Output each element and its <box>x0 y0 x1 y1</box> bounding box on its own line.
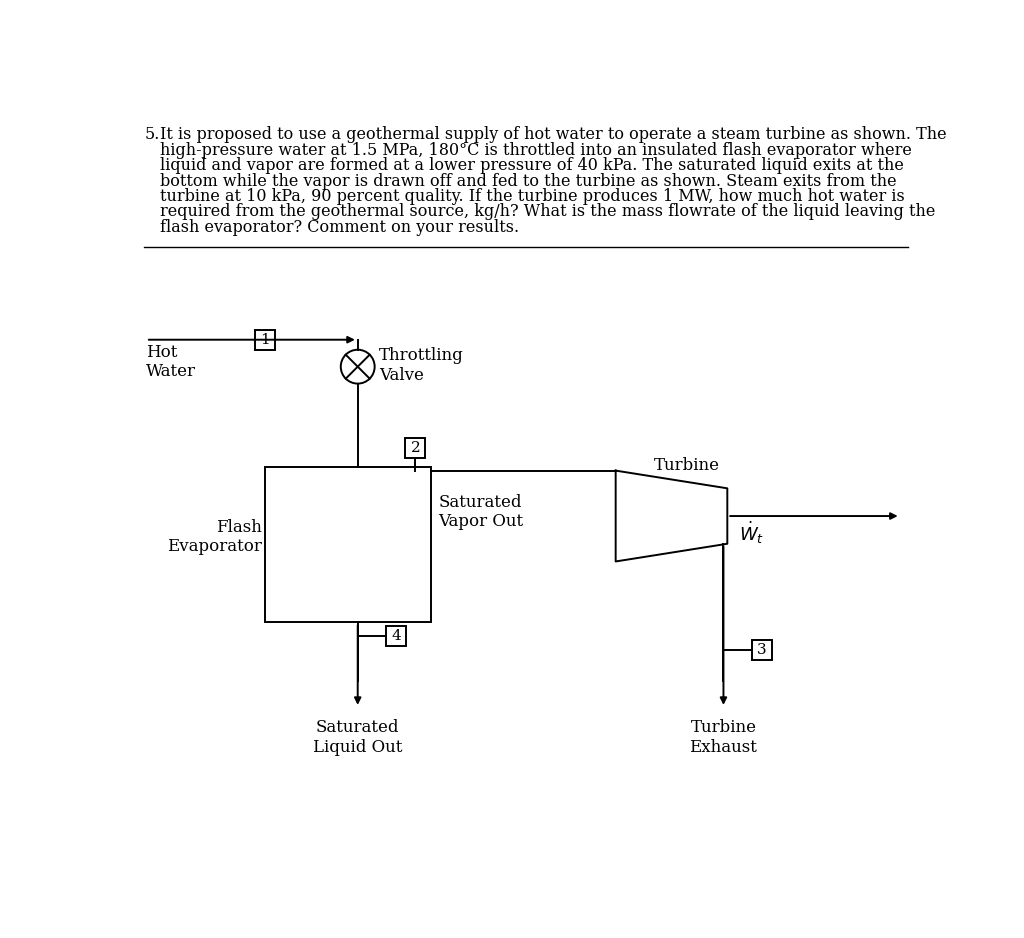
Text: Turbine: Turbine <box>654 458 720 475</box>
Text: liquid and vapor are formed at a lower pressure of 40 kPa. The saturated liquid : liquid and vapor are formed at a lower p… <box>160 158 904 174</box>
Text: Saturated
Liquid Out: Saturated Liquid Out <box>313 719 402 756</box>
Text: Throttling
Valve: Throttling Valve <box>379 347 464 384</box>
Bar <box>752 640 772 660</box>
Text: flash evaporator? Comment on your results.: flash evaporator? Comment on your result… <box>160 219 519 235</box>
Bar <box>265 467 431 622</box>
Bar <box>255 329 275 350</box>
Text: It is proposed to use a geothermal supply of hot water to operate a steam turbin: It is proposed to use a geothermal suppl… <box>160 127 946 144</box>
Text: bottom while the vapor is drawn off and fed to the turbine as shown. Steam exits: bottom while the vapor is drawn off and … <box>160 173 896 189</box>
Text: turbine at 10 kPa, 90 percent quality. If the turbine produces 1 MW, how much ho: turbine at 10 kPa, 90 percent quality. I… <box>160 188 904 205</box>
Text: Flash
Evaporator: Flash Evaporator <box>167 519 261 555</box>
Text: $\dot{W}_t$: $\dot{W}_t$ <box>739 520 764 546</box>
Bar <box>406 437 425 458</box>
Text: required from the geothermal source, kg/h? What is the mass flowrate of the liqu: required from the geothermal source, kg/… <box>160 204 935 220</box>
Text: high-pressure water at 1.5 MPa, 180°C is throttled into an insulated flash evapo: high-pressure water at 1.5 MPa, 180°C is… <box>160 142 911 159</box>
Text: 4: 4 <box>391 629 401 643</box>
Text: Saturated
Vapor Out: Saturated Vapor Out <box>438 493 523 530</box>
Bar <box>386 627 407 646</box>
Text: 2: 2 <box>411 441 420 455</box>
Text: Hot
Water: Hot Water <box>146 343 196 380</box>
Text: 3: 3 <box>757 643 767 657</box>
Text: 5.: 5. <box>144 127 160 144</box>
Text: 1: 1 <box>260 333 270 347</box>
Text: Turbine
Exhaust: Turbine Exhaust <box>689 719 758 756</box>
